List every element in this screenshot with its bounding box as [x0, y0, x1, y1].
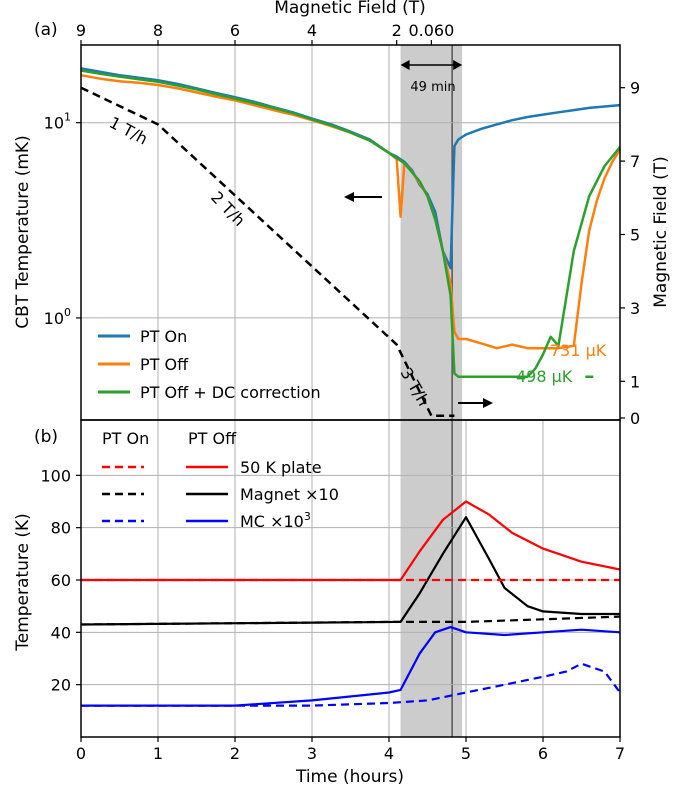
- top-tick-label: 9: [76, 21, 86, 40]
- legend-b-label-mc-text: MC ×10: [240, 512, 304, 531]
- final-temp-dc: 498 µK: [516, 367, 573, 386]
- top-tick-label: 0.060: [408, 21, 454, 40]
- top-axis-label: Magnetic Field (T): [274, 0, 426, 18]
- y-tick-label-right: 1: [630, 372, 640, 391]
- series-pt-on: [80, 67, 621, 270]
- x-tick-label: 6: [538, 744, 548, 763]
- x-axis-label: Time (hours): [295, 767, 404, 787]
- x-tick-label: 4: [384, 744, 394, 763]
- y-tick-label-right: 9: [630, 79, 640, 98]
- final-temp-pt-off: 731 µK: [550, 341, 607, 360]
- panel-b-frame: [80, 419, 621, 738]
- y-tick-label-right: 0: [630, 409, 640, 428]
- legend-b: PT On PT Off 50 K plate Magnet ×10 MC ×1…: [102, 429, 339, 531]
- legend-a: PT On PT Off PT Off + DC correction: [98, 327, 321, 402]
- y-tick-label-right: 7: [630, 152, 640, 171]
- panel-b-label: (b): [34, 427, 58, 447]
- series-pt-off-dc-correction: [80, 69, 621, 378]
- x-tick-label: 5: [461, 744, 471, 763]
- x-tick-label: 2: [230, 744, 240, 763]
- top-tick-label: 8: [153, 21, 163, 40]
- y-tick-label-b: 100: [40, 466, 71, 485]
- y-tick-label-a: 100: [44, 306, 71, 328]
- top-tick-label: 2: [392, 21, 402, 40]
- left-axis-arrow-head: [344, 192, 354, 202]
- x-tick-label: 0: [76, 744, 86, 763]
- x-tick-label: 1: [153, 744, 163, 763]
- panel-a-ylabel-right: Magnetic Field (T): [651, 156, 671, 308]
- y-tick-label-a: 101: [44, 111, 71, 133]
- legend-a-label-pt-on: PT On: [140, 327, 187, 346]
- top-tick-label: 4: [307, 21, 317, 40]
- ramp-2-label: 2 T/h: [207, 188, 249, 230]
- duration-label: 49 min: [410, 80, 455, 95]
- top-tick-label: 6: [230, 21, 240, 40]
- legend-b-header-on: PT On: [102, 429, 149, 448]
- panel-b-ylabel: Temperature (K): [13, 513, 33, 652]
- legend-b-label-mc-sup: 3: [304, 510, 311, 523]
- series-50-k-plate-pt-off: [81, 500, 621, 582]
- legend-b-label-magnet: Magnet ×10: [240, 485, 339, 504]
- legend-b-label-plate: 50 K plate: [240, 458, 322, 477]
- duration-arrow-left-head: [400, 60, 410, 70]
- right-axis-arrow-head: [483, 398, 493, 408]
- y-tick-label-b: 40: [51, 623, 71, 642]
- series-magnet-10-pt-off: [80, 516, 620, 626]
- series-magnet-10-pt-on: [80, 615, 621, 626]
- panel-a-label: (a): [34, 20, 58, 40]
- panel-a-ylabel: CBT Temperature (mK): [13, 135, 33, 328]
- legend-a-label-dc: PT Off + DC correction: [140, 383, 321, 402]
- series-mc-10-pt-off: [81, 626, 621, 707]
- duration-arrow-right-head: [453, 60, 463, 70]
- x-tick-label: 7: [615, 744, 625, 763]
- legend-b-label-mc: MC ×103: [240, 510, 311, 531]
- y-tick-label-right: 3: [630, 299, 640, 318]
- y-tick-label-b: 80: [51, 519, 71, 538]
- legend-b-header-off: PT Off: [188, 429, 237, 448]
- series-magnetic-field: [80, 86, 455, 418]
- legend-a-label-pt-off: PT Off: [140, 355, 189, 374]
- y-tick-label-b: 60: [51, 571, 71, 590]
- y-tick-label-b: 20: [51, 676, 71, 695]
- y-tick-label-right: 5: [630, 226, 640, 245]
- x-tick-label: 3: [307, 744, 317, 763]
